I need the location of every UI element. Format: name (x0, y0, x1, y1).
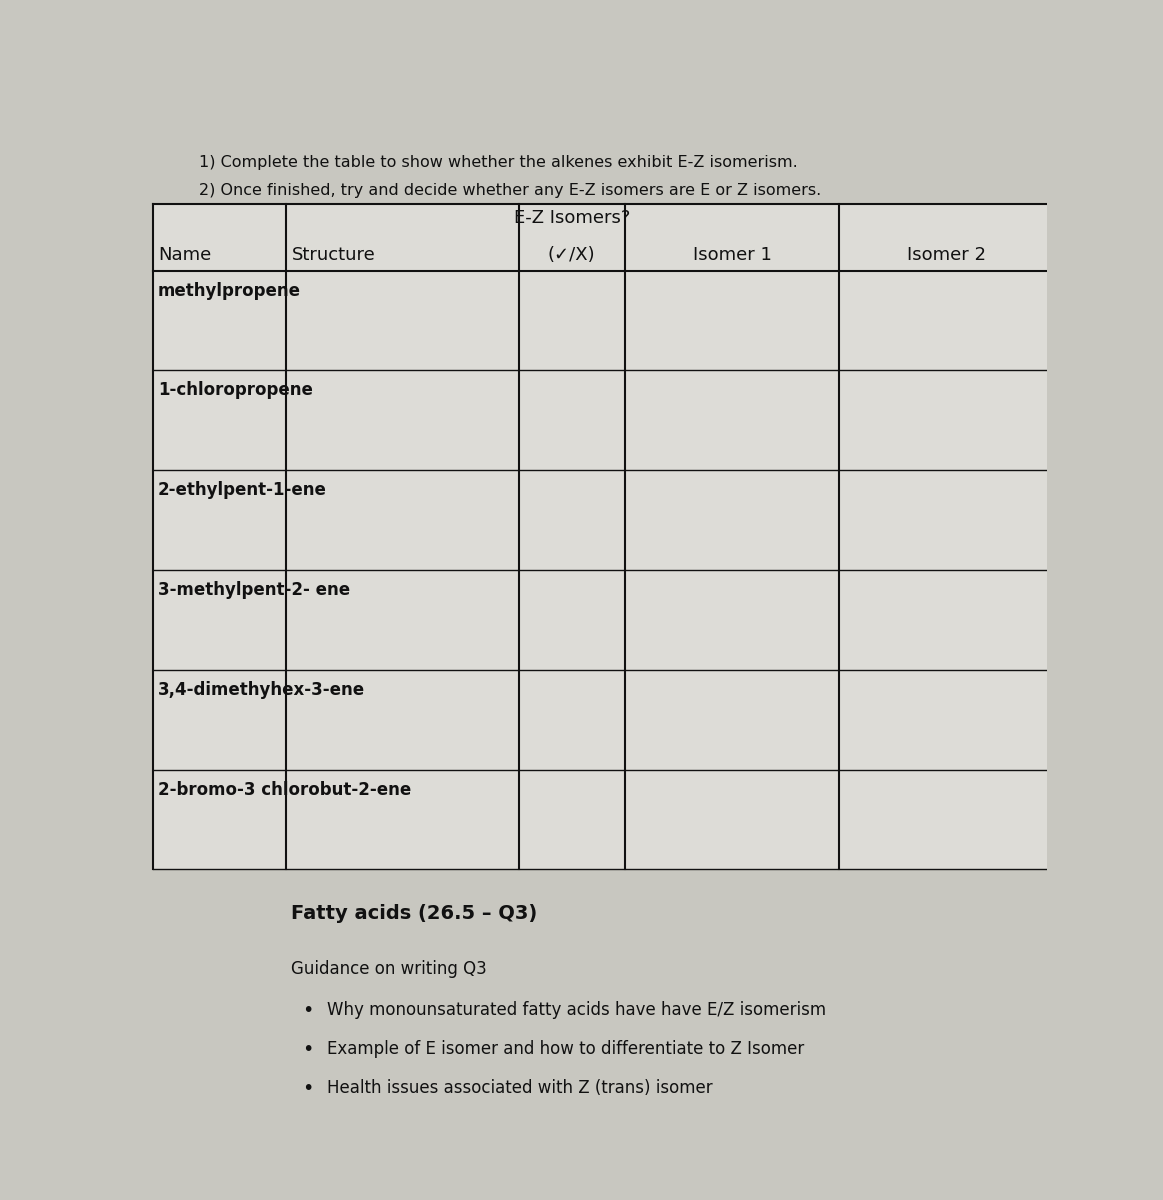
Text: Name: Name (158, 246, 212, 264)
Text: •: • (302, 1002, 313, 1020)
Text: •: • (302, 1040, 313, 1060)
Text: methylpropene: methylpropene (158, 282, 301, 300)
Text: 1-chloropropene: 1-chloropropene (158, 382, 313, 400)
Text: Structure: Structure (292, 246, 376, 264)
Text: (✓/X): (✓/X) (548, 246, 595, 264)
Text: 2-bromo-3 chlorobut-2-ene: 2-bromo-3 chlorobut-2-ene (158, 781, 412, 799)
Text: Fatty acids (26.5 – Q3): Fatty acids (26.5 – Q3) (292, 905, 537, 924)
Bar (152, 204, 1054, 869)
Text: •: • (302, 1079, 313, 1098)
Text: Why monounsaturated fatty acids have have E/Z isomerism: Why monounsaturated fatty acids have hav… (328, 1002, 827, 1020)
Text: Guidance on writing Q3: Guidance on writing Q3 (292, 960, 487, 978)
Text: 2-ethylpent-1-ene: 2-ethylpent-1-ene (158, 481, 327, 499)
Text: 1) Complete the table to show whether the alkenes exhibit E-Z isomerism.: 1) Complete the table to show whether th… (200, 155, 798, 170)
Text: 3,4-dimethyhex-3-ene: 3,4-dimethyhex-3-ene (158, 680, 365, 698)
Text: 3-methylpent-2- ene: 3-methylpent-2- ene (158, 581, 350, 599)
Text: Health issues associated with Z (trans) isomer: Health issues associated with Z (trans) … (328, 1079, 713, 1097)
Text: E-Z Isomers?: E-Z Isomers? (514, 209, 630, 227)
Text: 2) Once finished, try and decide whether any E-Z isomers are E or Z isomers.: 2) Once finished, try and decide whether… (200, 182, 822, 198)
Text: Isomer 1: Isomer 1 (693, 246, 771, 264)
Text: Example of E isomer and how to differentiate to Z Isomer: Example of E isomer and how to different… (328, 1040, 805, 1058)
Text: Isomer 2: Isomer 2 (907, 246, 986, 264)
